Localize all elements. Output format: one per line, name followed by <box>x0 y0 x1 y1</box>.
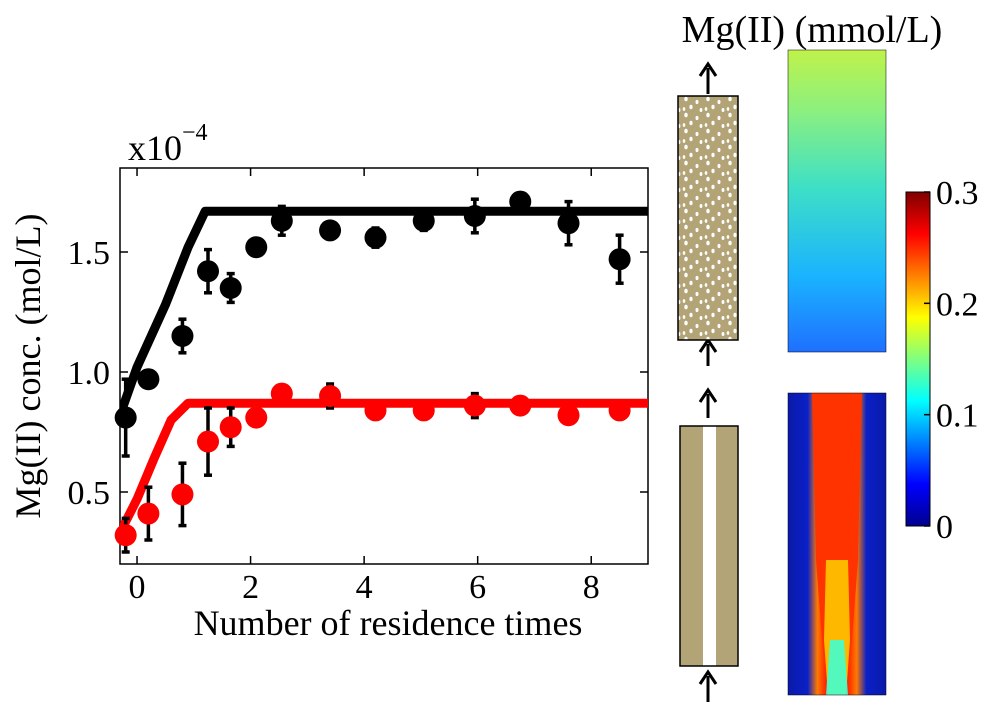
y-multiplier: x10−4 <box>128 120 208 168</box>
arrow-up-icon <box>698 669 718 702</box>
data-point-series-1 <box>114 516 137 554</box>
data-point-series-1 <box>412 399 435 422</box>
data-point-series-0 <box>114 377 137 458</box>
heatmap-channel <box>787 392 887 696</box>
plot-frame <box>119 167 649 565</box>
data-point-series-0 <box>137 368 160 391</box>
data-marker <box>137 368 160 391</box>
heatmap-porous <box>787 49 887 353</box>
x-tick-label: 2 <box>242 569 259 606</box>
data-point-series-1 <box>171 461 194 528</box>
x-tick-label: 4 <box>356 569 373 606</box>
colorbar: 0 0.1 0.2 0.3 <box>905 175 979 546</box>
data-marker <box>319 385 342 407</box>
data-point-series-1 <box>608 399 631 422</box>
data-point-series-0 <box>509 190 532 213</box>
data-point-series-0 <box>364 226 387 249</box>
data-point-series-0 <box>219 271 242 305</box>
data-point-series-0 <box>412 209 435 233</box>
data-marker <box>608 399 631 422</box>
points-layer <box>114 190 631 554</box>
data-marker <box>197 430 219 453</box>
arrow-up-icon <box>698 337 718 366</box>
x-axis-ticks: 0 2 4 6 8 <box>129 168 600 606</box>
data-marker <box>557 404 580 427</box>
data-marker <box>509 190 532 213</box>
data-marker <box>463 394 486 417</box>
data-marker <box>412 399 435 422</box>
x-axis-title: Number of residence times <box>194 603 583 643</box>
y-axis-ticks: 0.5 1.0 1.5 <box>68 235 648 512</box>
data-point-series-1 <box>509 394 532 417</box>
data-marker <box>171 325 194 347</box>
data-point-series-1 <box>364 399 387 422</box>
colorbar-ticks: 0 0.1 0.2 0.3 <box>924 175 979 546</box>
data-marker <box>364 226 387 249</box>
data-point-series-0 <box>319 219 342 242</box>
colorbar-tick-label: 0 <box>936 509 953 546</box>
heatmap-title: Mg(II) (mmol/L) <box>682 9 943 51</box>
data-marker <box>171 483 194 506</box>
colorbar-tick-label: 0.1 <box>936 398 979 435</box>
data-point-series-1 <box>557 404 580 427</box>
data-point-series-0 <box>171 317 194 355</box>
data-marker <box>319 219 342 242</box>
data-marker <box>463 205 486 227</box>
scatter-plot: 0 2 4 6 8 0.5 1.0 1.5 x10−4 Number of residenc… <box>8 120 649 643</box>
data-marker <box>557 212 580 235</box>
x-tick-label: 8 <box>583 569 600 606</box>
data-point-series-1 <box>137 485 160 542</box>
data-marker <box>245 406 268 429</box>
x-tick-label: 6 <box>469 569 486 606</box>
data-point-series-1 <box>319 382 342 410</box>
data-point-series-0 <box>270 204 293 237</box>
data-marker <box>270 209 293 232</box>
data-point-series-1 <box>219 406 242 449</box>
series-layer <box>120 206 648 535</box>
data-point-series-0 <box>197 247 219 295</box>
data-marker <box>245 236 268 259</box>
data-marker <box>137 502 160 525</box>
y-tick-label: 1.5 <box>68 235 111 272</box>
data-point-series-1 <box>245 406 268 429</box>
colorbar-tick-label: 0.3 <box>936 175 979 212</box>
arrow-up-icon <box>698 387 718 418</box>
data-point-series-0 <box>463 197 486 235</box>
data-marker <box>608 248 631 271</box>
model-line-series-1 <box>120 398 648 535</box>
data-marker <box>412 209 435 232</box>
data-marker <box>219 416 242 439</box>
data-marker <box>114 406 137 429</box>
porous-column-schematic <box>677 95 739 341</box>
data-point-series-0 <box>608 233 631 285</box>
channel-column-schematic <box>679 425 739 667</box>
data-marker <box>197 260 219 283</box>
data-point-series-0 <box>245 236 268 259</box>
data-point-series-1 <box>463 391 486 420</box>
data-point-series-0 <box>557 199 580 247</box>
colorbar-tick-label: 0.2 <box>936 286 979 323</box>
y-tick-label: 0.5 <box>68 475 111 512</box>
data-point-series-1 <box>270 382 293 405</box>
y-axis-title: Mg(II) conc. (mol/L) <box>8 214 48 519</box>
colorbar-gradient <box>905 191 931 527</box>
data-marker <box>509 394 532 417</box>
data-marker <box>219 277 242 299</box>
data-marker <box>270 382 293 405</box>
arrow-up-icon <box>698 61 718 94</box>
x-tick-label: 0 <box>129 569 146 606</box>
data-point-series-1 <box>197 406 219 477</box>
data-marker <box>364 399 387 422</box>
y-tick-label: 1.0 <box>68 355 111 392</box>
data-marker <box>114 524 137 547</box>
